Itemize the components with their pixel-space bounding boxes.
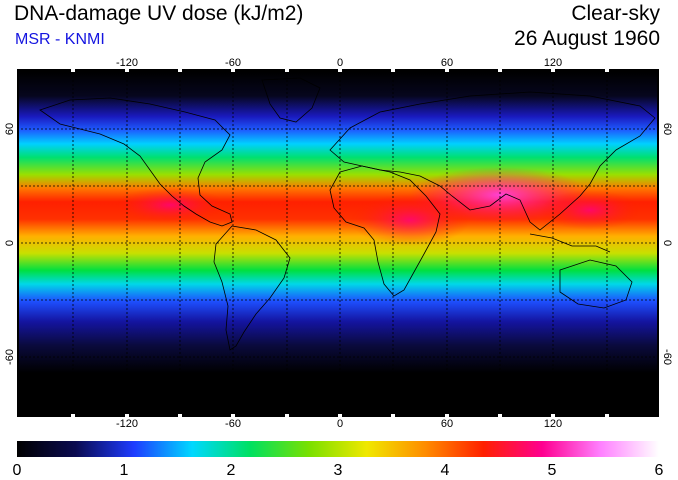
map-frame xyxy=(17,69,659,417)
lat-label-right: 0 xyxy=(661,240,673,246)
lat-label-left: 0 xyxy=(4,240,16,246)
lat-label-left: -60 xyxy=(4,349,16,365)
greenland-coast xyxy=(261,77,321,123)
colorbar xyxy=(17,441,659,457)
lon-labels-bottom: -120 -60 0 60 120 xyxy=(116,418,562,430)
date-label: 26 August 1960 xyxy=(514,27,660,50)
lon-label-bottom: -120 xyxy=(116,418,138,430)
lon-label-top: -60 xyxy=(225,57,241,69)
colorbar-labels: 0 1 2 3 4 5 6 xyxy=(13,462,664,479)
indonesia-coast xyxy=(529,233,611,253)
lat-label-left: 60 xyxy=(4,123,16,135)
lat-label-right: 60 xyxy=(661,123,673,135)
hotspot-americas xyxy=(115,187,225,223)
lon-label-top: 0 xyxy=(337,57,343,69)
antarctica-coast xyxy=(17,397,659,405)
colorbar-tick-label: 5 xyxy=(548,462,557,479)
colorbar-tick-label: 2 xyxy=(227,462,236,479)
graticule xyxy=(17,72,659,414)
uv-hotspots xyxy=(115,167,640,246)
lat-labels-right: 60 0 -60 xyxy=(661,123,673,365)
colorbar-tick-label: 1 xyxy=(120,462,129,479)
north-america-coast xyxy=(39,97,233,227)
colorbar-tick-label: 3 xyxy=(334,462,343,479)
lon-label-bottom: -60 xyxy=(225,418,241,430)
lat-label-right: -60 xyxy=(661,349,673,365)
colorbar-tick-label: 0 xyxy=(13,462,22,479)
south-america-coast xyxy=(213,225,291,351)
map-title: DNA-damage UV dose (kJ/m2) xyxy=(14,2,304,25)
source-label: MSR - KNMI xyxy=(15,31,105,48)
lon-label-bottom: 60 xyxy=(441,418,453,430)
lat-labels-left: 60 0 -60 xyxy=(4,123,16,365)
hotspot-pacific xyxy=(540,190,640,230)
lon-label-bottom: 120 xyxy=(544,418,562,430)
sky-condition-label: Clear-sky xyxy=(571,2,660,25)
lon-label-top: 60 xyxy=(441,57,453,69)
lon-labels-top: -120 -60 0 60 120 xyxy=(116,57,562,69)
colorbar-tick-label: 4 xyxy=(441,462,450,479)
africa-coast xyxy=(329,165,441,297)
colorbar-tick-label: 6 xyxy=(655,462,664,479)
eurasia-coast xyxy=(329,91,656,231)
lon-label-top: 120 xyxy=(544,57,562,69)
lon-label-top: -120 xyxy=(116,57,138,69)
lon-label-bottom: 0 xyxy=(337,418,343,430)
hotspot-africa xyxy=(350,194,470,246)
